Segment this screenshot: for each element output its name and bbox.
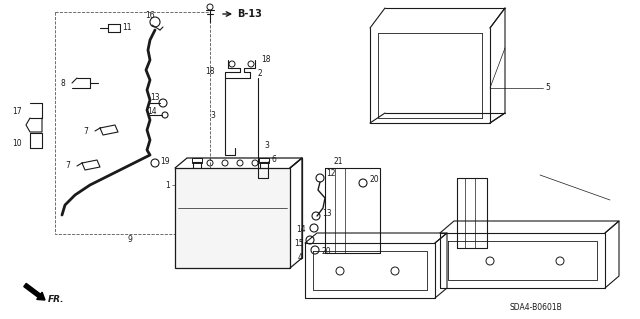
Text: 8: 8: [60, 78, 65, 87]
Bar: [55, 12, 210, 234]
Bar: [175, 168, 290, 268]
Text: 14: 14: [147, 108, 157, 116]
Text: 20: 20: [369, 175, 379, 184]
Text: SDA4-B0601B: SDA4-B0601B: [510, 303, 563, 313]
Text: 18: 18: [261, 56, 271, 64]
Text: 19: 19: [160, 158, 170, 167]
Bar: [259, 158, 269, 163]
Text: 14: 14: [296, 226, 306, 234]
Text: 4: 4: [297, 253, 302, 262]
FancyArrow shape: [24, 283, 45, 300]
Text: 20: 20: [322, 248, 332, 256]
Text: 7: 7: [83, 127, 88, 136]
Text: 12: 12: [326, 169, 335, 179]
Text: 10: 10: [12, 138, 22, 147]
Text: 2: 2: [258, 70, 263, 78]
Text: FR.: FR.: [48, 295, 65, 305]
Text: 1: 1: [165, 181, 170, 189]
Text: 13: 13: [150, 93, 160, 102]
Text: 3: 3: [210, 110, 215, 120]
Text: 7: 7: [65, 161, 70, 170]
Text: 15: 15: [294, 239, 304, 248]
Text: 16: 16: [145, 11, 155, 19]
Text: 11: 11: [122, 24, 131, 33]
Text: 13: 13: [322, 209, 332, 218]
Text: 17: 17: [12, 108, 22, 116]
Bar: [192, 158, 202, 163]
Text: B-13: B-13: [237, 9, 262, 19]
Text: 18: 18: [205, 68, 215, 77]
Text: 3: 3: [264, 140, 269, 150]
Text: 5: 5: [545, 84, 550, 93]
Text: 6: 6: [272, 155, 277, 165]
Text: 21: 21: [333, 158, 343, 167]
Text: 9: 9: [127, 235, 132, 244]
